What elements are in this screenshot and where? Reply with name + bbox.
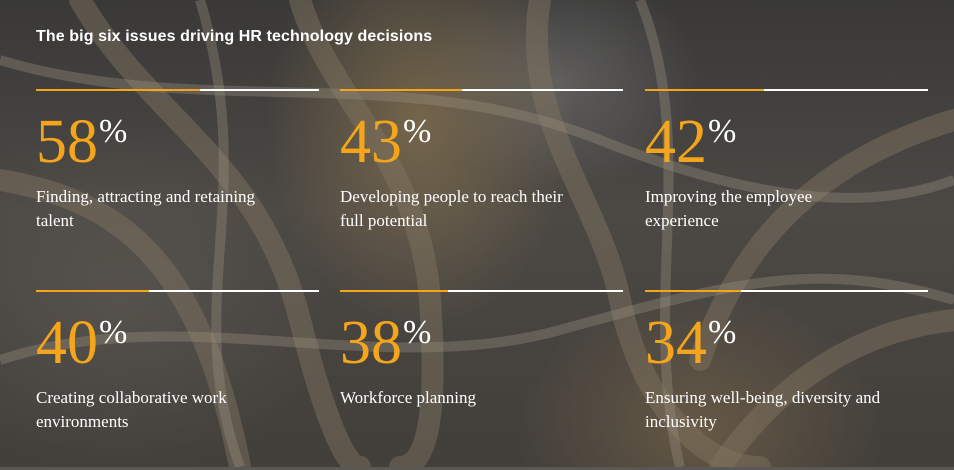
stat-card: 34% Ensuring well-being, diversity and in… — [645, 290, 928, 470]
percent-sign: % — [99, 314, 128, 351]
stat-label: Workforce planning — [340, 388, 476, 407]
stat-label: Improving the employee experience — [645, 187, 813, 230]
stat-label: Finding, attracting and retaining talent — [36, 187, 256, 230]
divider-rule — [36, 89, 319, 91]
value-bar — [340, 89, 462, 91]
percent-sign: % — [99, 113, 128, 150]
value-bar — [36, 89, 201, 91]
stat-label: Creating collaborative work environments — [36, 388, 227, 431]
value-bar — [36, 290, 150, 292]
value-bar — [340, 290, 448, 292]
percent-sign: % — [403, 314, 432, 351]
stat-card: 58% Finding, attracting and retaining tal… — [36, 89, 319, 269]
stat-label: Developing people to reach their full po… — [340, 187, 563, 230]
divider-rule — [645, 89, 928, 91]
stat-value: 40 — [36, 309, 98, 377]
value-bar — [645, 290, 742, 292]
stat-card: 43% Developing people to reach their full… — [340, 89, 623, 269]
percent-sign: % — [403, 113, 432, 150]
divider-rule — [340, 89, 623, 91]
stat-label: Ensuring well-being, diversity and inclu… — [645, 388, 881, 431]
value-bar — [645, 89, 764, 91]
stat-card: 40% Creating collaborative work environme… — [36, 290, 319, 470]
stat-value: 38 — [340, 309, 402, 377]
divider-rule — [645, 290, 928, 292]
percent-sign: % — [708, 314, 737, 351]
percent-sign: % — [708, 113, 737, 150]
stat-value: 42 — [645, 108, 707, 176]
stat-value: 34 — [645, 309, 707, 377]
stat-card: 38% Workforce planning — [340, 290, 623, 470]
divider-rule — [340, 290, 623, 292]
divider-rule — [36, 290, 319, 292]
stat-value: 58 — [36, 108, 98, 176]
chart-title: The big six issues driving HR technology… — [36, 28, 433, 45]
stat-card: 42% Improving the employee experience — [645, 89, 928, 269]
stat-value: 43 — [340, 108, 402, 176]
